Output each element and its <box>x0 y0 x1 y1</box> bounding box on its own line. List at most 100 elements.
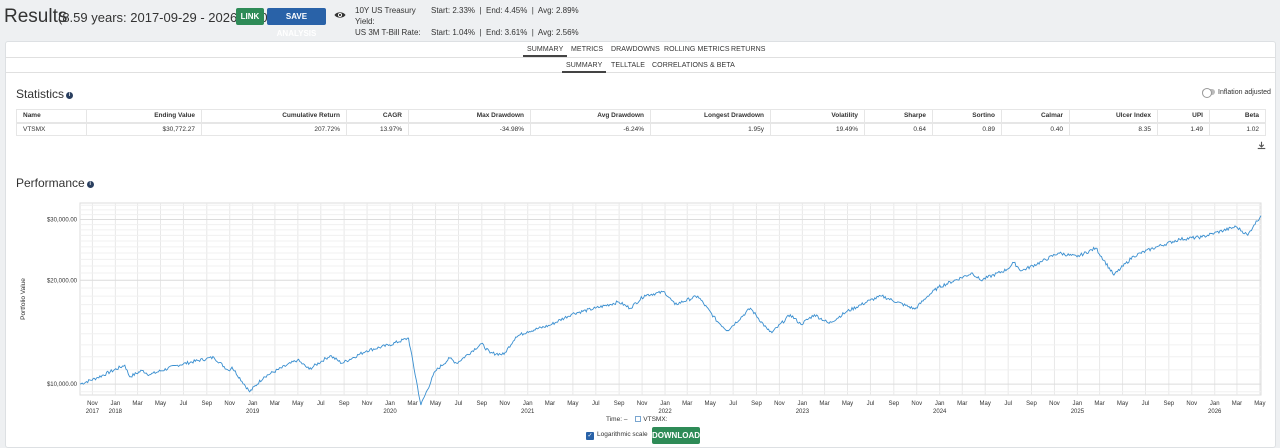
x-tick-label: Jan <box>660 401 670 407</box>
legend-series-label: VTSMX: <box>643 416 668 423</box>
column-header[interactable]: Volatility <box>770 109 865 124</box>
inflation-toggle[interactable]: Inflation adjusted <box>1202 88 1271 98</box>
column-header[interactable]: Ulcer Index <box>1069 109 1158 124</box>
performance-title: Performance <box>16 176 85 190</box>
link-button[interactable]: LINK <box>236 8 264 25</box>
x-tick-year-label: 2025 <box>1071 409 1085 415</box>
x-tick-year-label: 2022 <box>658 409 672 415</box>
x-tick-label: Mar <box>545 401 555 407</box>
x-tick-label: Mar <box>957 401 967 407</box>
primary-tabs: SUMMARY METRICS DRAWDOWNS ROLLING METRIC… <box>6 42 1275 58</box>
table-cell: -34.98% <box>408 122 531 136</box>
x-tick-label: May <box>1254 401 1265 407</box>
x-tick-label: Jan <box>1073 401 1083 407</box>
statistics-title: Statistics <box>16 87 65 101</box>
x-tick-year-label: 2024 <box>933 409 947 415</box>
x-tick-label: Jan <box>523 401 533 407</box>
x-tick-label: Mar <box>132 401 142 407</box>
x-tick-year-label: 2020 <box>383 409 397 415</box>
x-tick-label: Jan <box>1210 401 1220 407</box>
x-tick-year-label: 2021 <box>521 409 535 415</box>
eye-icon[interactable] <box>334 10 346 20</box>
table-cell: 13.97% <box>346 122 409 136</box>
subtab-summary[interactable]: SUMMARY <box>561 62 607 73</box>
x-tick-label: Sep <box>339 401 350 407</box>
x-tick-label: Nov <box>87 401 98 407</box>
legend-time-label: Time: <box>606 416 623 423</box>
log-scale-checkbox[interactable]: ✓ Logarithmic scale <box>586 431 648 440</box>
legend-time-value: – <box>623 416 628 423</box>
y-tick-label: $10,000.00 <box>47 382 78 388</box>
x-tick-label: Jul <box>317 401 325 407</box>
tbill-values: Start: 1.04% | End: 3.61% | Avg: 2.56% <box>431 28 579 37</box>
x-tick-label: Jul <box>592 401 600 407</box>
subtab-telltale[interactable]: TELLTALE <box>611 62 645 69</box>
y-axis-label: Portfolio Value <box>20 278 27 320</box>
x-tick-label: Nov <box>362 401 373 407</box>
statistics-heading: Statistics i <box>16 87 74 101</box>
download-button[interactable]: DOWNLOAD <box>652 427 700 444</box>
column-header[interactable]: UPI <box>1157 109 1210 124</box>
table-row: VTSMX $30,772.27 207.72% 13.97% -34.98% -6.24… <box>16 122 1266 136</box>
x-tick-label: Jul <box>180 401 188 407</box>
toggle-switch[interactable] <box>1202 88 1215 98</box>
x-tick-label: Jan <box>385 401 395 407</box>
table-cell: VTSMX <box>16 122 87 136</box>
column-header[interactable]: Longest Drawdown <box>650 109 771 124</box>
x-tick-label: Jan <box>248 401 258 407</box>
x-tick-label: Sep <box>614 401 625 407</box>
x-tick-label: Mar <box>270 401 280 407</box>
x-tick-label: May <box>567 401 578 407</box>
x-tick-label: Mar <box>407 401 417 407</box>
date-range: (8.59 years: 2017-09-29 - 2026-05-04) <box>58 10 280 25</box>
subtab-correlations-beta[interactable]: CORRELATIONS & BETA <box>652 62 735 69</box>
tab-summary[interactable]: SUMMARY <box>522 46 568 57</box>
table-cell: 1.49 <box>1157 122 1210 136</box>
x-tick-year-label: 2019 <box>246 409 260 415</box>
column-header[interactable]: Calmar <box>1001 109 1070 124</box>
tbill-label: US 3M T-Bill Rate: <box>355 28 421 37</box>
log-scale-label: Logarithmic scale <box>597 431 648 438</box>
column-header[interactable]: Ending Value <box>86 109 202 124</box>
column-header[interactable]: Sortino <box>932 109 1002 124</box>
info-icon[interactable]: i <box>86 181 94 188</box>
tab-rolling-metrics[interactable]: ROLLING METRICS <box>664 46 730 53</box>
x-tick-year-label: 2026 <box>1208 409 1222 415</box>
table-cell: $30,772.27 <box>86 122 202 136</box>
column-header[interactable]: Cumulative Return <box>201 109 347 124</box>
table-header-row: Name Ending Value Cumulative Return CAGR Max… <box>16 109 1266 124</box>
column-header[interactable]: CAGR <box>346 109 409 124</box>
checkbox-checked-icon[interactable]: ✓ <box>586 432 594 440</box>
y-tick-label: $20,000.00 <box>47 278 78 284</box>
statistics-table: Name Ending Value Cumulative Return CAGR Max… <box>16 109 1266 136</box>
treasury-label: 10Y US Treasury Yield: <box>355 6 416 26</box>
tab-returns[interactable]: RETURNS <box>731 46 766 53</box>
info-icon[interactable]: i <box>66 92 74 99</box>
x-tick-label: Sep <box>1026 401 1037 407</box>
column-header[interactable]: Avg Drawdown <box>530 109 651 124</box>
tab-metrics[interactable]: METRICS <box>571 46 604 53</box>
x-tick-label: Nov <box>774 401 785 407</box>
tab-drawdowns[interactable]: DRAWDOWNS <box>611 46 660 53</box>
column-header[interactable]: Name <box>16 109 87 124</box>
x-tick-label: Jul <box>729 401 737 407</box>
column-header[interactable]: Max Drawdown <box>408 109 531 124</box>
x-tick-label: May <box>1117 401 1128 407</box>
x-tick-label: Nov <box>911 401 922 407</box>
x-tick-year-label: 2023 <box>796 409 810 415</box>
x-tick-label: May <box>842 401 853 407</box>
x-tick-label: May <box>430 401 441 407</box>
column-header[interactable]: Beta <box>1209 109 1266 124</box>
x-tick-label: Jan <box>935 401 945 407</box>
column-header[interactable]: Sharpe <box>864 109 933 124</box>
table-cell: 19.49% <box>770 122 865 136</box>
x-tick-label: Jul <box>867 401 875 407</box>
performance-chart[interactable]: Nov 2017 Jan 2018 Mar May Jul Sep Nov Jan 2019 Mar M… <box>6 195 1277 415</box>
save-analysis-button[interactable]: SAVE ANALYSIS <box>267 8 326 38</box>
x-tick-label: Jan <box>798 401 808 407</box>
x-tick-label: Nov <box>224 401 235 407</box>
x-tick-year-label: 2017 <box>86 409 100 415</box>
download-icon[interactable] <box>1257 141 1266 150</box>
table-cell: 1.95y <box>650 122 771 136</box>
x-tick-label: Nov <box>1186 401 1197 407</box>
